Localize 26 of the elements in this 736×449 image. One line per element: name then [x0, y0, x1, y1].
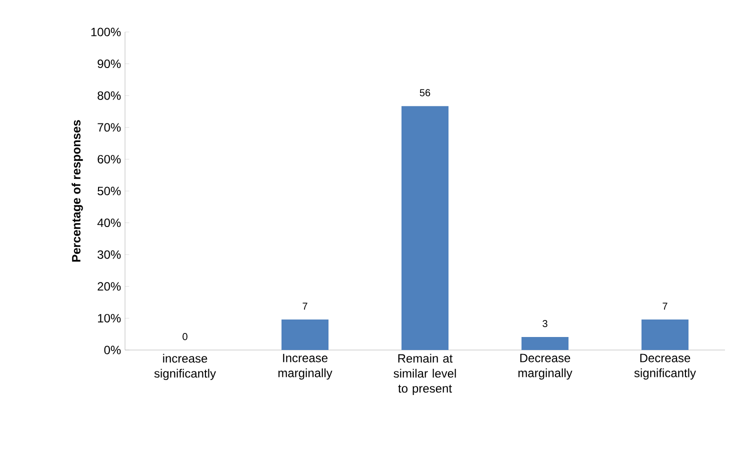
bar [282, 319, 328, 350]
bar [522, 336, 569, 350]
y-tick-label: 20% [98, 282, 121, 291]
bar [402, 106, 449, 350]
y-tick-label: 60% [98, 154, 121, 164]
annotation: 56 [420, 89, 430, 96]
y-tick-label: 70% [98, 123, 121, 132]
y-tick-label: 80% [98, 91, 121, 100]
y-axis-title: Percentage of responses [72, 120, 83, 262]
y-tick-label: 50% [98, 186, 121, 196]
y-tick-label: 100% [91, 28, 121, 36]
y-tick-label: 40% [97, 218, 121, 228]
bar [642, 319, 689, 350]
x-tick-label: Remain at similar level to present [394, 354, 456, 396]
x-tick-label: Increase marginally [278, 354, 332, 380]
annotation: 7 [302, 302, 308, 310]
x-tick-label: increase significantly [154, 354, 216, 380]
y-tick-label: 30% [98, 250, 121, 259]
annotation: 0 [182, 333, 188, 340]
x-tick-label: Decrease marginally [518, 354, 572, 380]
annotation: 7 [662, 302, 668, 310]
y-tick-label: 0% [104, 346, 121, 354]
x-tick-label: Decrease significantly [634, 354, 696, 380]
y-tick-label: 90% [98, 60, 121, 68]
y-tick-label: 10% [98, 314, 121, 322]
annotation: 3 [542, 320, 548, 328]
